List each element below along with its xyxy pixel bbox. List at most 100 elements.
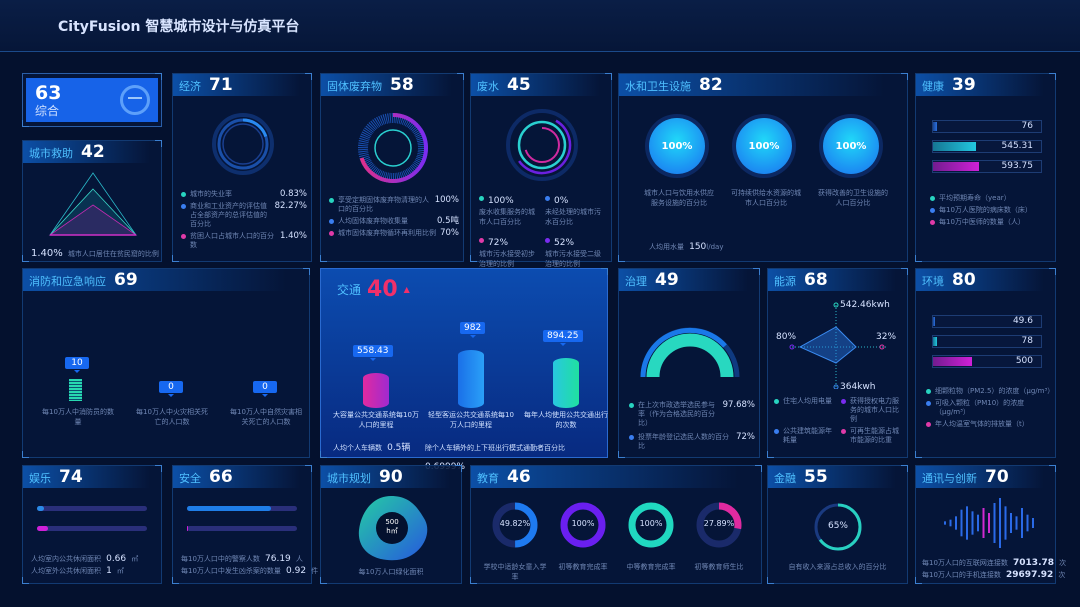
legend-text: 住宅人均用电量 — [783, 397, 832, 405]
fire-metric: 0 每10万人中火灾相关死亡的人口数 — [133, 357, 211, 427]
legend-item: 投票年龄登记选民人数的百分比 72% — [629, 433, 755, 451]
wave-bar — [1010, 513, 1012, 533]
panel-score: 80 — [952, 270, 976, 290]
transport-cylinder — [458, 350, 484, 408]
panel-score: 42 — [81, 142, 105, 162]
legend-value: 72% — [488, 238, 509, 248]
education-ring-value: 27.89% — [703, 519, 735, 528]
legend-item: 商业和工业资产的评估值占全部资产的总评估值的百分比 82.27% — [181, 202, 307, 229]
panel-score: 69 — [114, 270, 138, 290]
legend-text: 获得授权电力服务的城市人口比例 — [850, 397, 899, 423]
water-usage-value: 150 — [689, 242, 707, 252]
metric-line: 人均室外公共休闲面积 1 ㎡ — [31, 566, 124, 576]
metric-bar-value: 49.6 — [1012, 316, 1033, 326]
water-gauge: 100% 获得改善的卫生设施的人口百分比 — [818, 118, 888, 208]
legend-text: 在上次市政选举选民参与率（作为合格选民的百分比） — [638, 401, 715, 427]
panel-score: 55 — [804, 467, 828, 487]
metric-bar: 545.31 — [932, 140, 1042, 153]
solid-waste-legend: 享受定期固体废弃物清理的人口的百分比 100% 人均固体废弃物收集量 0.5吨 城市固体… — [329, 196, 459, 238]
energy-legend: 住宅人均用电量 获得授权电力服务的城市人口比例 公共建筑能源年耗量 可再生能源占城市能… — [774, 397, 904, 445]
fire-metric-desc: 每10万人中火灾相关死亡的人口数 — [136, 408, 208, 426]
legend-text: 可吸入颗粒（PM10）的浓度（μg/m³） — [935, 399, 1025, 416]
panel-title: 消防和应急响应 — [29, 275, 106, 288]
metric-line: 每10万人口中发生凶杀案的数量 0.92 件 — [181, 566, 319, 576]
legend-dot — [930, 208, 935, 213]
panel-score: 68 — [804, 270, 828, 290]
legend-item: 可再生能源占城市能源的比重 — [841, 427, 904, 445]
city-network-icon — [120, 85, 150, 115]
metric-bar: 76 — [932, 120, 1042, 133]
legend-item: 0% 未经处理的城市污水百分比 — [545, 188, 607, 227]
fire-metric-desc: 每10万人中消防员的数量 — [42, 408, 114, 426]
alt-commute-label: 除个人车辆外的上下班出行模式通勤者百分比 — [425, 444, 565, 452]
economy-ring-arc — [217, 118, 269, 170]
water-gauge-desc: 城市人口与饮用水供应服务设施的百分比 — [644, 189, 714, 207]
metric-bar-value: 500 — [1015, 356, 1033, 366]
panel-finance: 金融 55 65% 自有收入来源占总收入的百分比 — [767, 465, 908, 584]
panel-governance: 治理 49 在上次市政选举选民参与率（作为合格选民的百分比） 97.68% 投票年龄登… — [618, 268, 760, 458]
metric-bar-value: 78 — [1021, 336, 1033, 346]
legend-dot — [181, 204, 186, 209]
panel-title: 安全 — [179, 472, 201, 485]
legend-text: 贫困人口占城市人口的百分数 — [190, 232, 274, 249]
legend-dot — [629, 403, 634, 408]
fire-bar — [69, 379, 82, 401]
wastewater-legend: 100% 废水收集服务的城市人口百分比 0% 未经处理的城市污水百分比 72% 城市污水接… — [479, 188, 607, 269]
water-gauge-value: 100% — [823, 118, 879, 174]
health-legend: 平均预期寿命（year） 每10万人医院的病床数（床） 每10万中医师的数量（人） — [930, 194, 1052, 227]
panel-score: 90 — [379, 467, 403, 487]
legend-text: 每10万人医院的病床数（床） — [939, 206, 1032, 214]
wastewater-ring-chart — [506, 109, 578, 181]
wave-bar — [1004, 506, 1007, 540]
metric-bar: 593.75 — [932, 160, 1042, 173]
panel-energy: 能源 68 542.46kwh 364kwh 80% 32% 住宅人均用电量 获得授… — [767, 268, 908, 458]
legend-text: 人均固体废弃物收集量 — [338, 217, 408, 225]
legend-dot — [841, 429, 846, 434]
legend-dot — [329, 219, 334, 224]
panel-score: 70 — [985, 467, 1009, 487]
planning-desc: 每10万人口绿化面积 — [358, 568, 424, 576]
water-gauge-desc: 获得改善的卫生设施的人口百分比 — [818, 189, 888, 207]
panel-transport[interactable]: 交通 40 ▲ 558.43 大容量公共交通系统每10万人口的里程 982 轻型客运公共交… — [320, 268, 608, 472]
panel-solid-waste: 固体废弃物 58 享受定期固体废弃物清理的人口的百分比 100% 人均固体废弃物收集量… — [320, 73, 464, 262]
legend-dot — [329, 231, 334, 236]
legend-dot — [181, 234, 186, 239]
legend-value: 100% — [488, 196, 514, 206]
wave-bar — [966, 506, 968, 540]
fire-metric: 10 每10万人中消防员的数量 — [39, 357, 117, 427]
car-label: 人均个人车辆数 — [333, 444, 382, 452]
legend-item: 人均固体废弃物收集量 0.5吨 — [329, 217, 459, 226]
legend-text: 废水收集服务的城市人口百分比 — [479, 208, 535, 226]
metric-line: 每10万人口的互联网连接数 7013.78 次 — [922, 558, 1067, 568]
legend-dot — [181, 192, 186, 197]
panel-score: 74 — [59, 467, 83, 487]
telecom-waveform-chart — [944, 498, 1034, 548]
transport-value-tip: 894.25 — [543, 330, 583, 346]
transport-value-tip: 558.43 — [353, 345, 393, 361]
transport-cylinder — [363, 373, 389, 408]
legend-value: 0% — [554, 196, 569, 206]
education-ring-value: 100% — [571, 519, 595, 528]
water-gauge-value: 100% — [736, 118, 792, 174]
legend-value: 100% — [434, 195, 459, 205]
legend-item: 住宅人均用电量 — [774, 397, 837, 424]
legend-text: 城市污水接受二级治理的比例 — [545, 250, 601, 268]
legend-item: 100% 废水收集服务的城市人口百分比 — [479, 188, 541, 227]
panel-score: 82 — [699, 75, 723, 95]
fire-metric: 0 每10万人中自然灾害相关死亡的人口数 — [227, 357, 305, 427]
panel-education: 教育 46 49.82% 学校中适龄女童入学率 100% 初等教育完成率 100% 中等教育… — [470, 465, 762, 584]
fire-value-tip: 10 — [65, 357, 89, 373]
radar-right-label: 32% — [876, 332, 897, 342]
overall-score-card[interactable]: 63 综合 — [22, 73, 162, 127]
car-value: 0.5辆 — [387, 443, 411, 453]
panel-title: 娱乐 — [29, 472, 51, 485]
panel-title: 城市救助 — [29, 147, 73, 160]
overall-score: 63 — [35, 82, 62, 104]
legend-item: 72% 城市污水接受初步治理的比例 — [479, 230, 541, 269]
panel-score: 45 — [507, 75, 531, 95]
panel-title: 治理 — [625, 275, 647, 288]
water-gauge-desc: 可持续供给水资源的城市人口百分比 — [731, 189, 801, 207]
panel-title: 城市规划 — [327, 472, 371, 485]
transport-metric: 982 轻型客运公共交通系统每10万人口的里程 — [426, 322, 516, 432]
legend-value: 0.5吨 — [436, 216, 459, 226]
